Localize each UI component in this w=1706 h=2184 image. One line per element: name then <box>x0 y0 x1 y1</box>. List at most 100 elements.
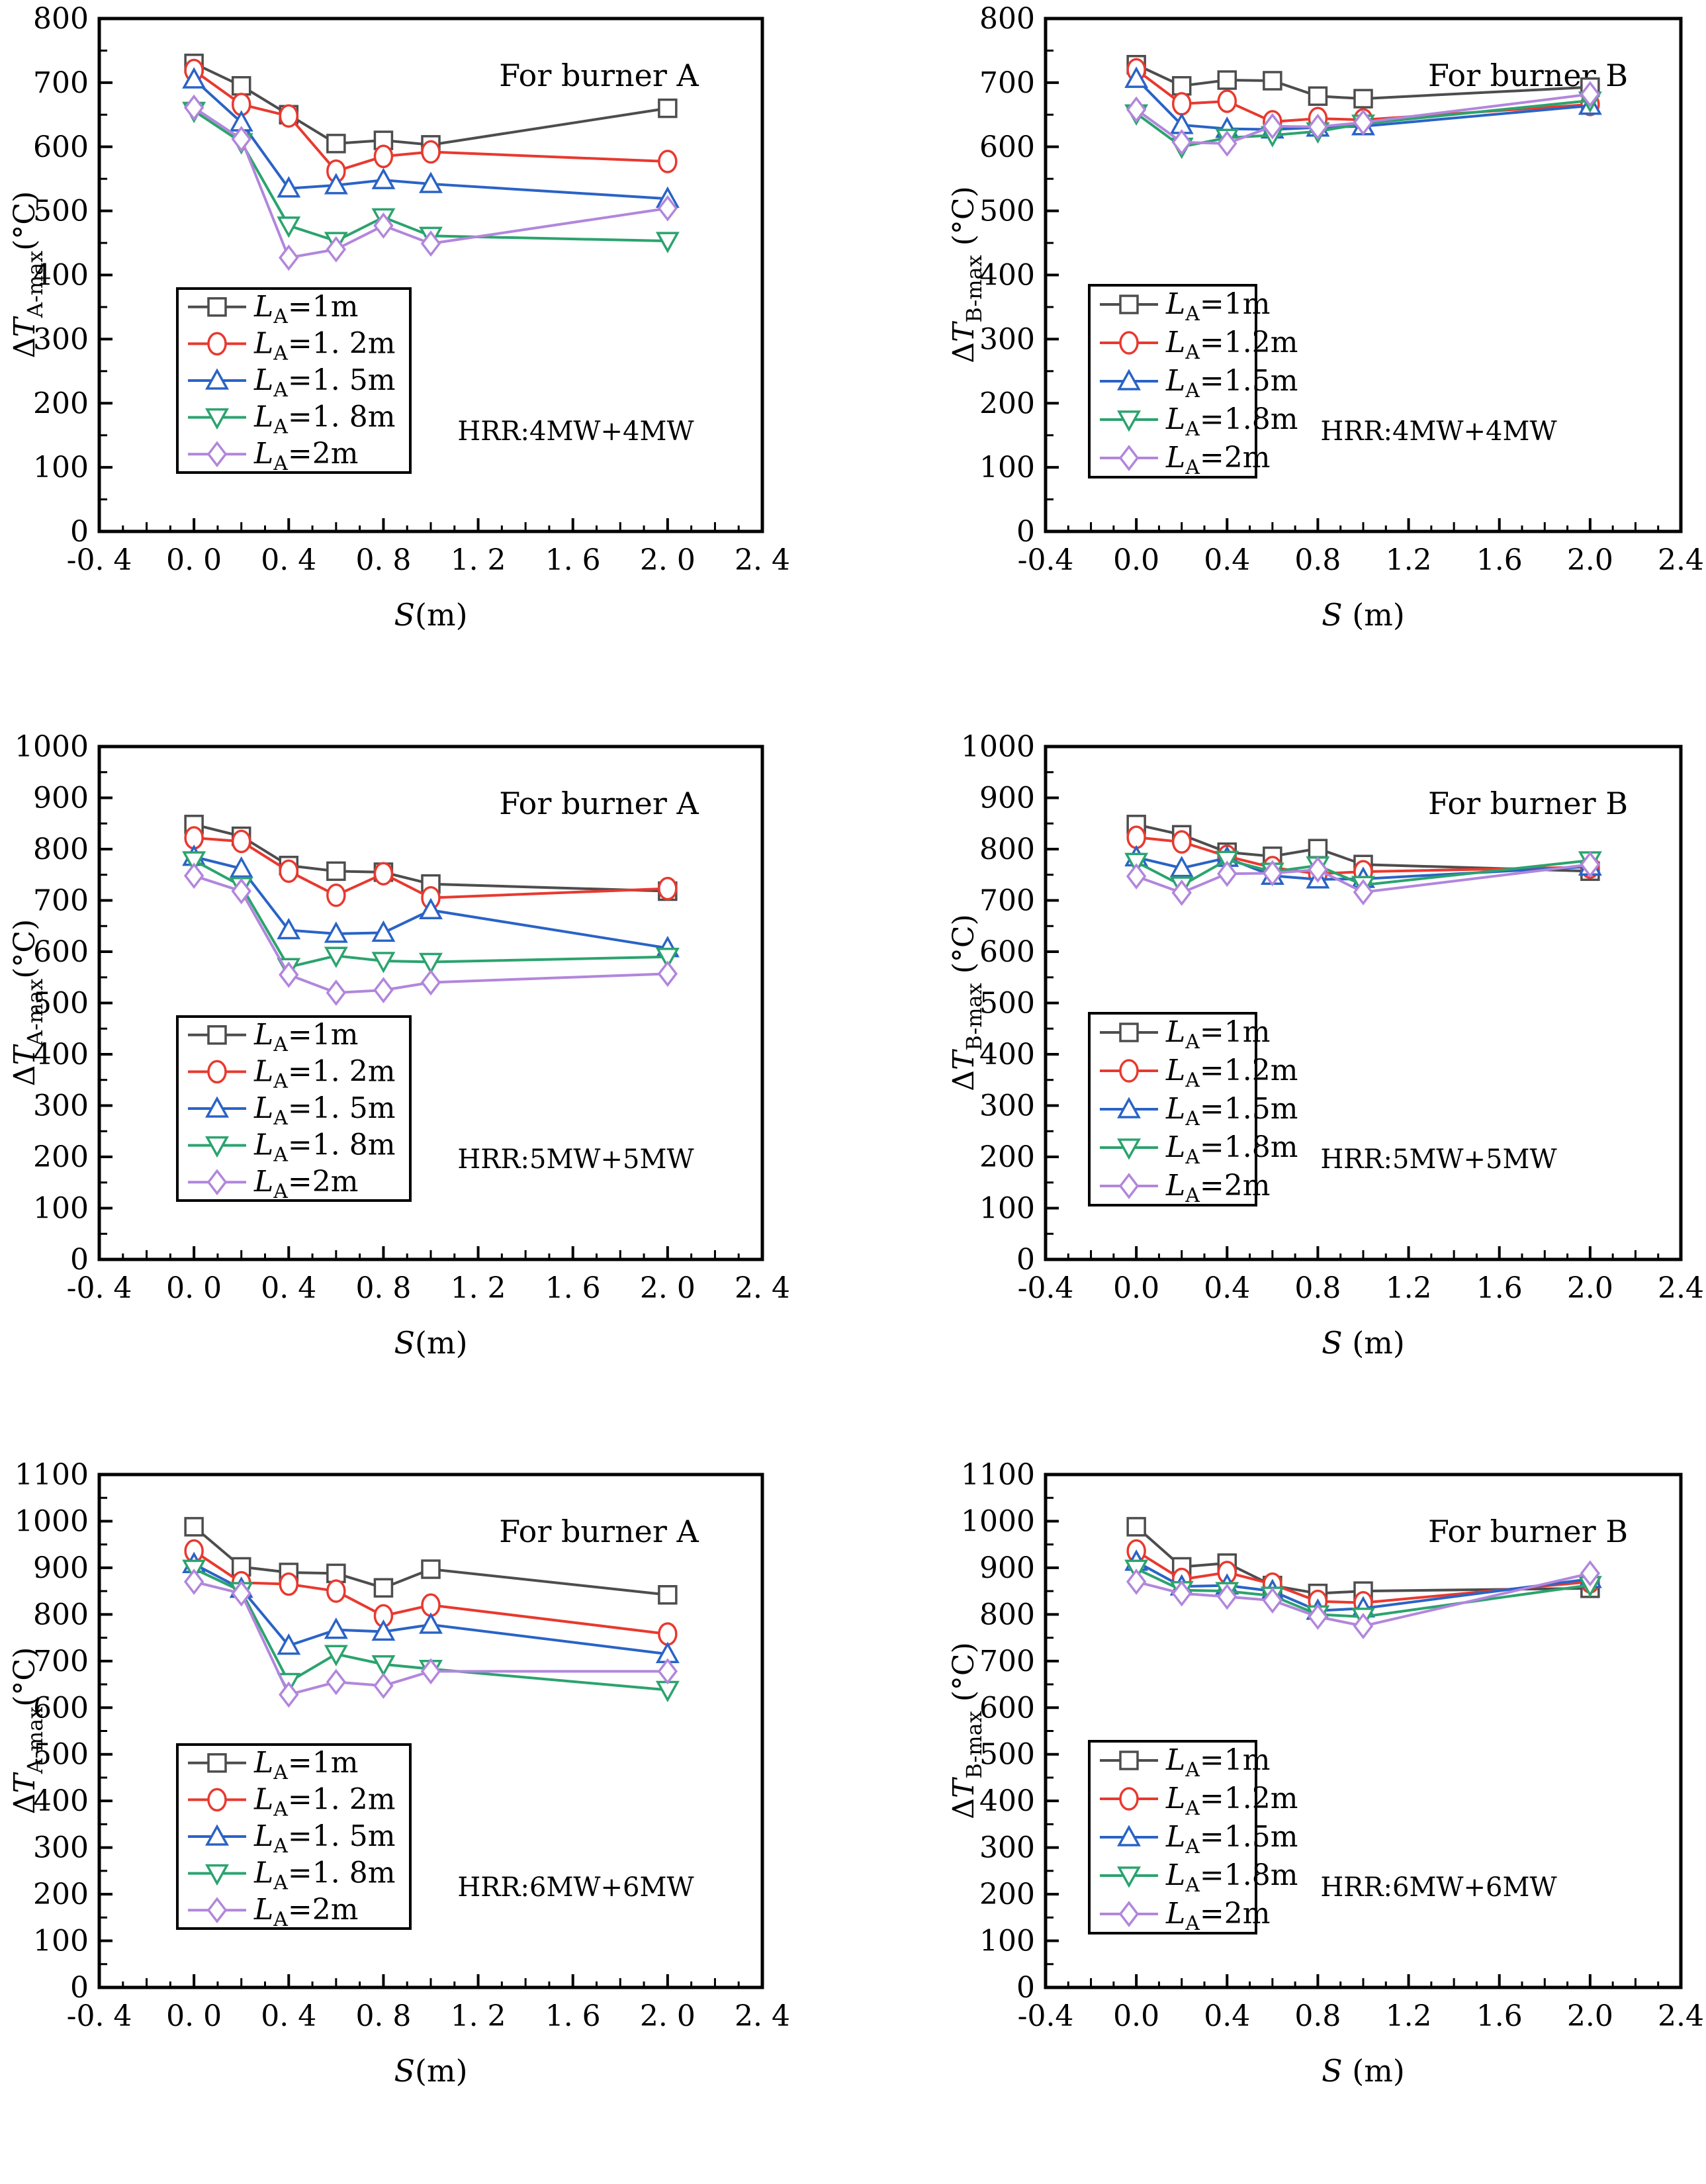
y-tick-label: 500 <box>33 987 89 1021</box>
square-marker <box>207 1753 227 1773</box>
y-tick-label: 100 <box>979 451 1035 484</box>
hrr-annotation: HRR:6MW+6MW <box>1320 1872 1556 1903</box>
triangle-down-marker <box>324 1645 348 1666</box>
diamond-marker <box>1262 860 1283 887</box>
triangle-up-marker <box>1124 66 1149 88</box>
y-tick-label: 400 <box>979 1784 1035 1818</box>
triangle-up-marker <box>277 917 301 940</box>
diamond-marker <box>1308 113 1328 140</box>
legend-label: LA=1m <box>253 290 358 328</box>
diamond-marker <box>183 1569 204 1595</box>
x-tick-label: 1.6 <box>1476 1999 1523 2033</box>
y-tick-label: 800 <box>33 833 89 866</box>
diamond-marker <box>1171 879 1192 906</box>
circle-marker <box>421 140 441 164</box>
y-tick-label: 600 <box>33 130 89 164</box>
legend-label: LA=1m <box>1165 1015 1270 1054</box>
series-LA-1.5m <box>182 844 680 958</box>
square-marker <box>184 1517 204 1537</box>
x-tick-label: 1. 6 <box>545 1999 601 2033</box>
chart-title: For burner B <box>1428 786 1628 821</box>
square-marker <box>326 134 346 154</box>
y-axis-label: ΔTB-max (°C) <box>947 1642 987 1819</box>
hrr-annotation: HRR:5MW+5MW <box>1320 1144 1556 1175</box>
y-tick-label: 700 <box>33 66 89 100</box>
x-tick-label: 0. 4 <box>261 1999 316 2033</box>
triangle-down-marker <box>419 952 443 975</box>
legend-label: LA=2m <box>1165 441 1270 479</box>
x-tick-label: 0. 4 <box>261 1271 316 1305</box>
y-tick-label: 400 <box>33 1784 89 1818</box>
x-tick-label: 0.0 <box>1113 543 1159 577</box>
y-tick-label: 500 <box>979 987 1035 1021</box>
diamond-marker <box>420 230 441 257</box>
square-marker <box>1263 71 1282 91</box>
y-tick-label: 400 <box>33 1038 89 1071</box>
chart-panel-burnerA-5MW: -0. 4 0. 0 0. 4 0. 8 1. 2 1. 6 2. 0 2. 4 0 100 200… <box>0 728 853 1456</box>
diamond-marker <box>1217 1583 1237 1610</box>
triangle-up-marker <box>277 1633 301 1655</box>
chart-title: For burner B <box>1428 1514 1628 1549</box>
diamond-marker <box>231 126 251 153</box>
x-tick-label: 1. 2 <box>451 1999 506 2033</box>
x-tick-label: 2. 4 <box>735 1999 790 2033</box>
square-marker <box>326 861 346 882</box>
y-tick-label: 1100 <box>961 1458 1035 1492</box>
y-axis: 0 100 200 300 400 500 600 700 800 900 1000 <box>15 730 112 1277</box>
hrr-annotation: HRR:6MW+6MW <box>457 1872 694 1903</box>
x-tick-label: -0.4 <box>1018 1999 1074 2033</box>
x-tick-label: 0. 8 <box>355 1999 411 2033</box>
triangle-up-marker <box>371 1619 396 1641</box>
circle-marker <box>373 144 394 169</box>
x-tick-label: 1.2 <box>1386 1271 1432 1305</box>
diamond-marker <box>1353 1613 1374 1639</box>
y-tick-label: 600 <box>979 130 1035 164</box>
diamond-marker <box>279 244 299 271</box>
y-tick-label: 400 <box>979 1038 1035 1071</box>
triangle-up-marker <box>182 67 206 89</box>
diamond-marker <box>1580 81 1601 108</box>
triangle-up-marker <box>1169 856 1194 878</box>
diamond-marker <box>326 979 347 1006</box>
diamond-marker <box>1118 445 1140 471</box>
triangle-up-marker <box>419 171 443 193</box>
y-tick-label: 800 <box>979 2 1035 36</box>
legend-label: LA=1. 2m <box>253 1782 395 1821</box>
triangle-down-marker <box>371 952 396 974</box>
y-tick-label: 800 <box>979 1598 1035 1631</box>
triangle-up-marker <box>1117 1097 1141 1118</box>
triangle-up-marker <box>324 173 348 195</box>
y-tick-label: 900 <box>979 1551 1035 1585</box>
triangle-up-marker <box>205 1096 229 1118</box>
x-tick-label: -0.4 <box>1018 543 1074 577</box>
square-marker <box>1217 70 1237 90</box>
y-tick-label: 800 <box>33 1598 89 1631</box>
circle-marker <box>279 859 299 884</box>
triangle-up-marker <box>277 176 301 198</box>
diamond-marker <box>1171 129 1192 156</box>
y-tick-label: 300 <box>979 322 1035 356</box>
y-tick-label: 700 <box>979 66 1035 100</box>
circle-marker <box>1171 92 1192 116</box>
y-axis: 0 100 200 300 400 500 600 700 800 900 1000 1100 <box>961 1458 1059 2005</box>
diamond-marker <box>657 195 678 222</box>
legend-label: LA=1. 5m <box>253 1091 395 1130</box>
diamond-marker <box>420 969 441 996</box>
x-axis: -0. 4 0. 0 0. 4 0. 8 1. 2 1. 6 2. 0 2. 4 <box>67 518 790 577</box>
hrr-annotation: HRR:4MW+4MW <box>1320 416 1556 447</box>
diamond-marker <box>1308 856 1328 883</box>
y-axis-label: ΔTB-max (°C) <box>947 914 987 1091</box>
x-axis-label: S(m) <box>394 597 467 633</box>
diamond-marker <box>657 960 678 987</box>
y-tick-label: 800 <box>33 2 89 36</box>
legend-label: LA=1.5m <box>1165 1092 1298 1130</box>
y-axis: 0 100 200 300 400 500 600 700 800 <box>979 2 1059 549</box>
x-tick-label: 1. 6 <box>545 543 601 577</box>
triangle-up-marker <box>205 1824 229 1846</box>
diamond-marker <box>373 212 394 239</box>
triangle-down-marker <box>1117 1866 1141 1888</box>
y-tick-label: 0 <box>70 1971 89 2005</box>
diamond-marker <box>326 1668 347 1696</box>
diamond-marker <box>326 236 347 263</box>
